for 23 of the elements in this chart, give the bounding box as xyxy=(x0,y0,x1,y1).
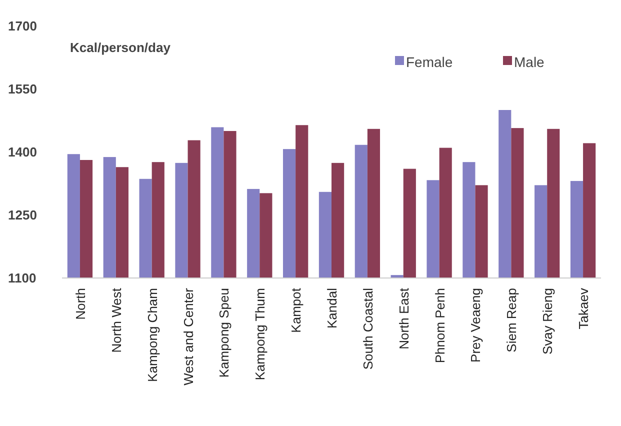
legend-label: Female xyxy=(406,54,453,70)
y-tick-label: 1700 xyxy=(8,18,37,34)
x-tick-label: Kampong Cham xyxy=(144,288,160,382)
x-tick-label: Kampot xyxy=(288,288,304,333)
x-tick-label: Phnom Penh xyxy=(432,288,448,364)
x-tick-label: Kampong Thum xyxy=(252,288,268,380)
y-axis-title: Kcal/person/day xyxy=(70,40,172,55)
x-tick-label: North East xyxy=(396,288,412,350)
x-tick-label: Prey Veaeng xyxy=(468,288,484,362)
x-tick-label: Takaev xyxy=(576,288,592,330)
x-tick-label: North West xyxy=(108,288,124,353)
y-tick-label: 1100 xyxy=(8,270,36,286)
x-tick-label: Kandal xyxy=(324,288,340,328)
x-tick-label: North xyxy=(72,288,88,320)
x-tick-label: Siem Reap xyxy=(504,288,520,352)
x-tick-label: West and Center xyxy=(180,287,196,386)
y-tick-label: 1550 xyxy=(8,82,37,97)
legend-label: Male xyxy=(514,54,545,70)
y-tick-label: 1250 xyxy=(8,208,37,223)
x-tick-label: Svay Rieng xyxy=(540,288,556,354)
x-tick-label: Kampong Speu xyxy=(216,288,232,378)
x-tick-label: South Coastal xyxy=(360,288,376,370)
y-tick-label: 1400 xyxy=(8,144,37,160)
